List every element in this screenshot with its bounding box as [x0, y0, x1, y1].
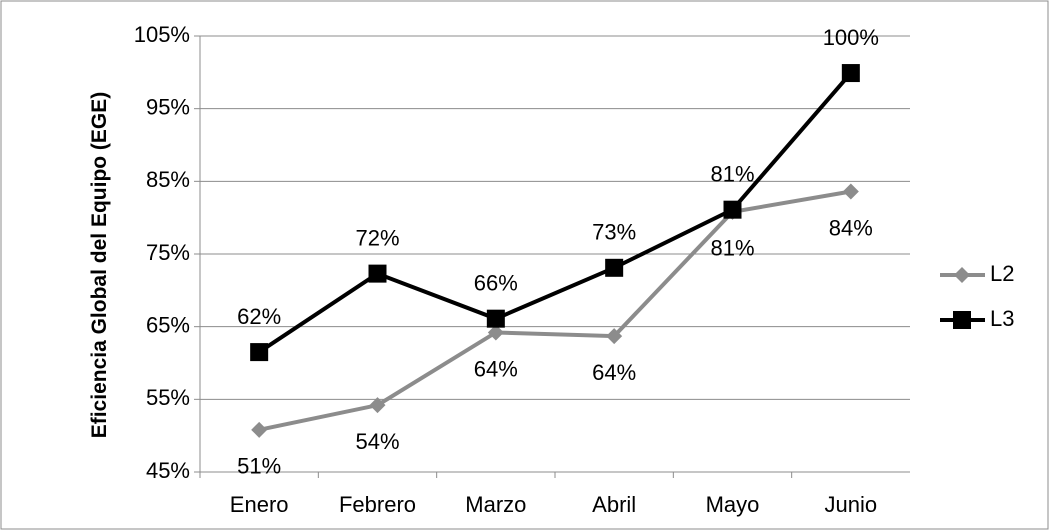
data-label: 54% [355, 429, 399, 454]
data-label: 62% [237, 304, 281, 329]
marker [250, 343, 269, 362]
marker [723, 200, 742, 219]
y-tick-label: 95% [146, 94, 190, 119]
data-label: 72% [355, 225, 399, 250]
legend-label: L3 [990, 306, 1014, 331]
data-label: 84% [829, 215, 873, 240]
legend-label: L2 [990, 261, 1014, 286]
marker [487, 324, 504, 341]
data-label: 64% [592, 360, 636, 385]
y-axis-label: Eficiencia Global del Equipo (EGE) [88, 91, 111, 439]
marker [486, 309, 505, 328]
x-tick-label: Febrero [339, 492, 416, 517]
y-tick-label: 105% [134, 22, 190, 47]
series-line [258, 71, 853, 354]
y-tick-label: 45% [146, 458, 190, 483]
data-label: 81% [710, 236, 754, 261]
data-label: 51% [237, 454, 281, 479]
marker [251, 421, 268, 438]
x-tick-label: Junio [825, 492, 878, 517]
y-tick-label: 55% [146, 385, 190, 410]
data-label: 81% [710, 161, 754, 186]
marker [369, 397, 386, 414]
x-tick-label: Mayo [706, 492, 760, 517]
marker [953, 311, 971, 329]
marker [605, 258, 624, 277]
series-line [258, 189, 852, 432]
x-tick-label: Enero [230, 492, 289, 517]
marker [842, 183, 859, 200]
y-tick-label: 65% [146, 312, 190, 337]
x-tick-label: Abril [592, 492, 636, 517]
x-tick-label: Marzo [465, 492, 526, 517]
marker [368, 264, 387, 283]
marker [841, 64, 860, 83]
marker [954, 267, 970, 283]
marker [606, 328, 623, 345]
y-tick-label: 75% [146, 240, 190, 265]
y-tick-label: 85% [146, 167, 190, 192]
data-label: 73% [592, 220, 636, 245]
data-label: 64% [474, 356, 518, 381]
data-label: 66% [474, 270, 518, 295]
data-label: 100% [823, 25, 879, 50]
